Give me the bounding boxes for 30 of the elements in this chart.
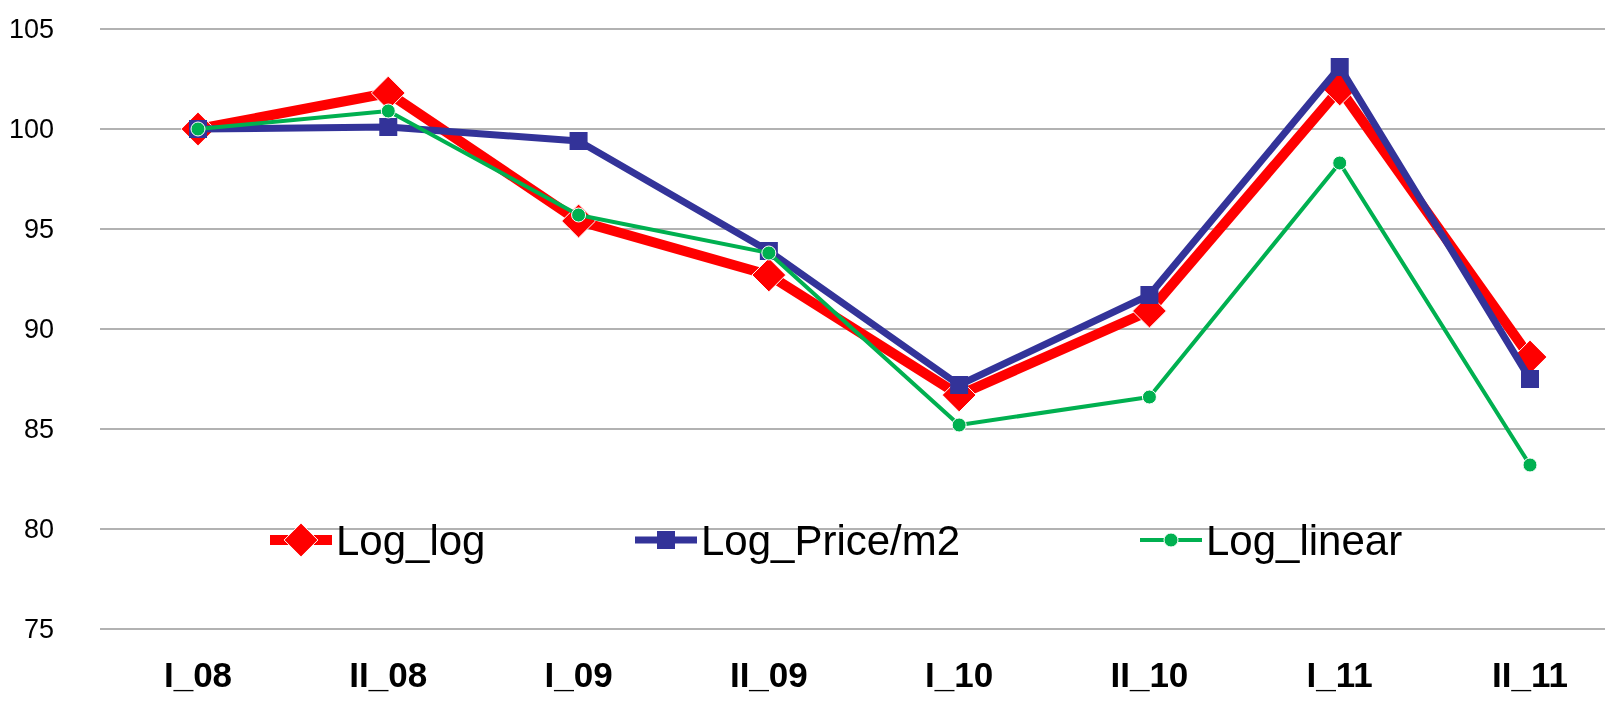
point [380, 103, 396, 119]
y-tick-label: 100 [8, 114, 54, 145]
legend-label: Log_log [336, 516, 486, 564]
x-tick-label: II_11 [1492, 655, 1568, 694]
point [1140, 286, 1159, 304]
x-tick-label: I_08 [163, 655, 233, 694]
y-tick-label: 95 [23, 214, 54, 245]
point [751, 257, 787, 293]
legend-label: Log_Price/m2 [701, 516, 961, 564]
point [1522, 457, 1538, 473]
x-tick-label: II_10 [1110, 655, 1189, 694]
x-tick-label: I_10 [925, 655, 994, 694]
point [1141, 389, 1157, 405]
x-tick-label: I_11 [1306, 655, 1373, 694]
x-tick-label: II_08 [349, 655, 428, 694]
point [1330, 58, 1349, 76]
point [950, 376, 969, 394]
y-tick-label: 105 [8, 14, 54, 45]
legend-label: Log_linear [1206, 516, 1403, 564]
point [1521, 370, 1539, 388]
x-tick-label: II_09 [729, 655, 808, 694]
x-tick-label: I_09 [544, 655, 613, 694]
y-tick-label: 90 [23, 314, 54, 345]
point [1332, 155, 1348, 171]
y-tick-label: 75 [23, 614, 54, 645]
point [569, 132, 588, 150]
y-tick-label: 85 [23, 414, 54, 445]
point [951, 417, 967, 433]
point [379, 118, 398, 136]
y-tick-label: 80 [23, 514, 54, 545]
